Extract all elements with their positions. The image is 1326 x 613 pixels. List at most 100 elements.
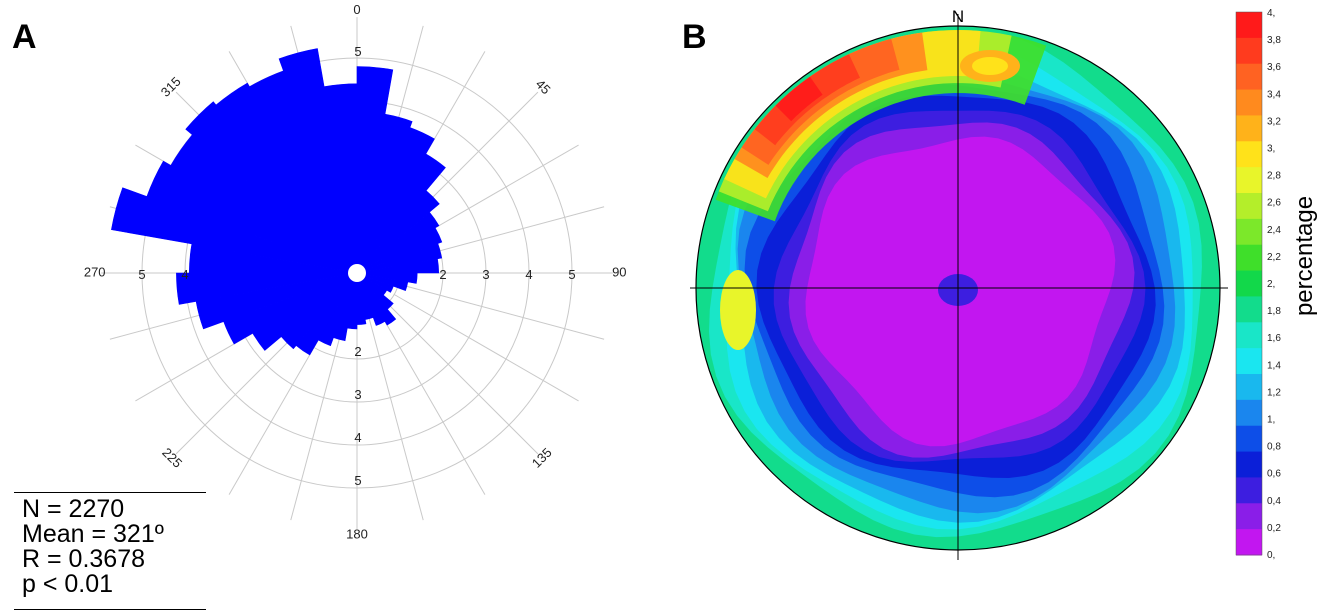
stats-bottom-rule [14,609,206,610]
colorbar-tick-label: 0, [1267,550,1275,561]
colorbar-swatch [1236,89,1262,116]
colorbar-swatch [1236,399,1262,427]
radial-tick-label: 3 [482,267,489,282]
radial-tick-label: 2 [354,344,361,359]
radial-tick-label: 4 [181,267,188,282]
north-label: N [952,7,964,26]
colorbar-swatch [1236,451,1262,478]
density-level [720,270,756,350]
colorbar-swatch [1236,374,1262,401]
colorbar-swatch [1236,503,1262,530]
radial-tick-label: 3 [354,387,361,402]
grid-spoke [378,309,486,495]
colorbar-tick-label: 1,6 [1267,333,1281,344]
colorbar-swatch [1236,348,1262,375]
colorbar-swatch [1236,270,1262,297]
colorbar-swatch [1236,141,1262,168]
radial-tick-label: 4 [354,430,361,445]
colorbar-swatch [1236,37,1262,65]
colorbar-tick-label: 2,6 [1267,198,1281,209]
colorbar-swatch [1236,167,1262,194]
grid-spoke [367,314,424,521]
stat-r: R = 0.3678 [22,545,146,573]
colorbar-tick-label: 2,4 [1267,225,1281,236]
rose-bar [111,187,358,274]
density-field [696,26,1220,550]
radial-tick-label: 5 [354,44,361,59]
colorbar-swatch [1236,63,1262,91]
colorbar-tick-label: 3,2 [1267,116,1281,127]
rose-bar [356,272,394,293]
rose-bar [356,113,413,274]
colorbar-tick-label: 2,2 [1267,252,1281,263]
colorbar-tick-label: 4, [1267,8,1275,19]
colorbar-label: percentage [1291,196,1318,316]
rose-bar [356,272,386,326]
colorbar-tick-label: 0,8 [1267,442,1281,453]
grid-spoke [290,314,347,521]
stat-p: p < 0.01 [22,570,114,598]
rose-bar [356,153,446,274]
colorbar-swatch [1236,529,1262,556]
density-level [972,57,1008,75]
colorbar-tick-label: 0,6 [1267,469,1281,480]
density-level [775,76,823,122]
grid-spoke [398,283,605,340]
panel-b-letter: B [682,18,707,56]
rose-bar [176,272,358,305]
colorbar-swatch [1236,115,1262,142]
angle-label-0: 0 [353,2,360,17]
grid-spoke [393,294,579,402]
rose-bar [215,82,358,274]
radial-tick-label: 5 [354,473,361,488]
colorbar-swatch [1236,322,1262,349]
density-level [724,30,981,199]
radial-tick-label: 5 [568,267,575,282]
angle-label-180: 180 [346,527,368,542]
angle-label-90: 90 [612,264,626,279]
radial-tick-label: 4 [525,267,532,282]
colorbar-swatch [1236,218,1262,246]
colorbar-tick-label: 1,4 [1267,360,1281,371]
colorbar-swatch [1236,193,1262,220]
colorbar-swatch [1236,244,1262,272]
colorbar-tick-label: 2, [1267,279,1275,290]
colorbar-tick-label: 0,2 [1267,523,1281,534]
colorbar-swatch [1236,12,1262,39]
colorbar-tick-label: 3,6 [1267,62,1281,73]
rose-bar [146,160,358,274]
stats-box: N = 2270 Mean = 321º R = 0.3678 p < 0.01 [14,492,206,597]
colorbar-tick-label: 1,2 [1267,387,1281,398]
radial-tick-label: 2 [439,267,446,282]
rose-bar [356,211,440,274]
rose-bar [356,243,443,274]
panel-a-letter: A [12,18,37,56]
grid-spoke [387,303,539,455]
colorbar-swatch [1236,477,1262,504]
stat-n: N = 2270 [22,495,125,523]
rose-bar [356,190,440,274]
rose-bar [278,48,358,274]
colorbar-swatch [1236,296,1262,323]
rose-bar [356,227,443,274]
colorbar-tick-label: 1, [1267,415,1275,426]
colorbar-tick-label: 2,8 [1267,171,1281,182]
rose-center-hole [348,264,366,282]
rose-bar [356,272,397,326]
rose-bar [185,101,358,274]
colorbar-tick-label: 3, [1267,144,1275,155]
stat-mean: Mean = 321º [22,520,164,548]
rose-bar [356,127,435,274]
rose-bar [356,258,440,274]
colorbar-tick-label: 1,8 [1267,306,1281,317]
colorbar-tick-label: 3,4 [1267,89,1281,100]
radial-tick-label: 5 [138,267,145,282]
colorbar-tick-label: 0,4 [1267,496,1281,507]
angle-label-270: 270 [84,264,106,279]
rose-bar [323,83,358,274]
colorbar-tick-label: 3,8 [1267,35,1281,46]
colorbar-frame [1235,11,1263,556]
colorbar-swatch [1236,425,1262,453]
